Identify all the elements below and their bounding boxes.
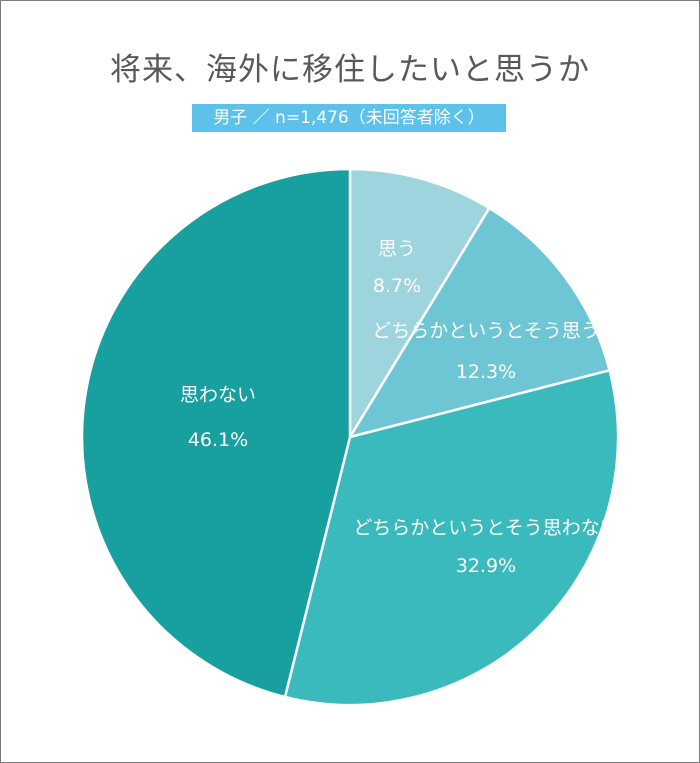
- slice-label: 思わない: [180, 384, 256, 406]
- slice-value-label: 12.3%: [456, 361, 516, 383]
- slice-label: 思う: [378, 238, 416, 260]
- chart-subtitle: 男子 ／ n=1,476（未回答者除く）: [192, 104, 506, 132]
- slice-value-label: 46.1%: [188, 429, 248, 451]
- chart-title: 将来、海外に移住したいと思うか: [110, 52, 590, 88]
- pie-slice: [348, 206, 611, 439]
- slice-label: どちらかというとそう思う: [372, 320, 599, 342]
- pie-slice: [348, 167, 491, 439]
- slice-value-label: 32.9%: [456, 555, 516, 577]
- slice-value-label: 8.7%: [373, 275, 421, 297]
- pie-slice: [80, 167, 352, 699]
- pie-slice: [283, 369, 620, 707]
- slice-label: どちらかというとそう思わない: [353, 517, 618, 539]
